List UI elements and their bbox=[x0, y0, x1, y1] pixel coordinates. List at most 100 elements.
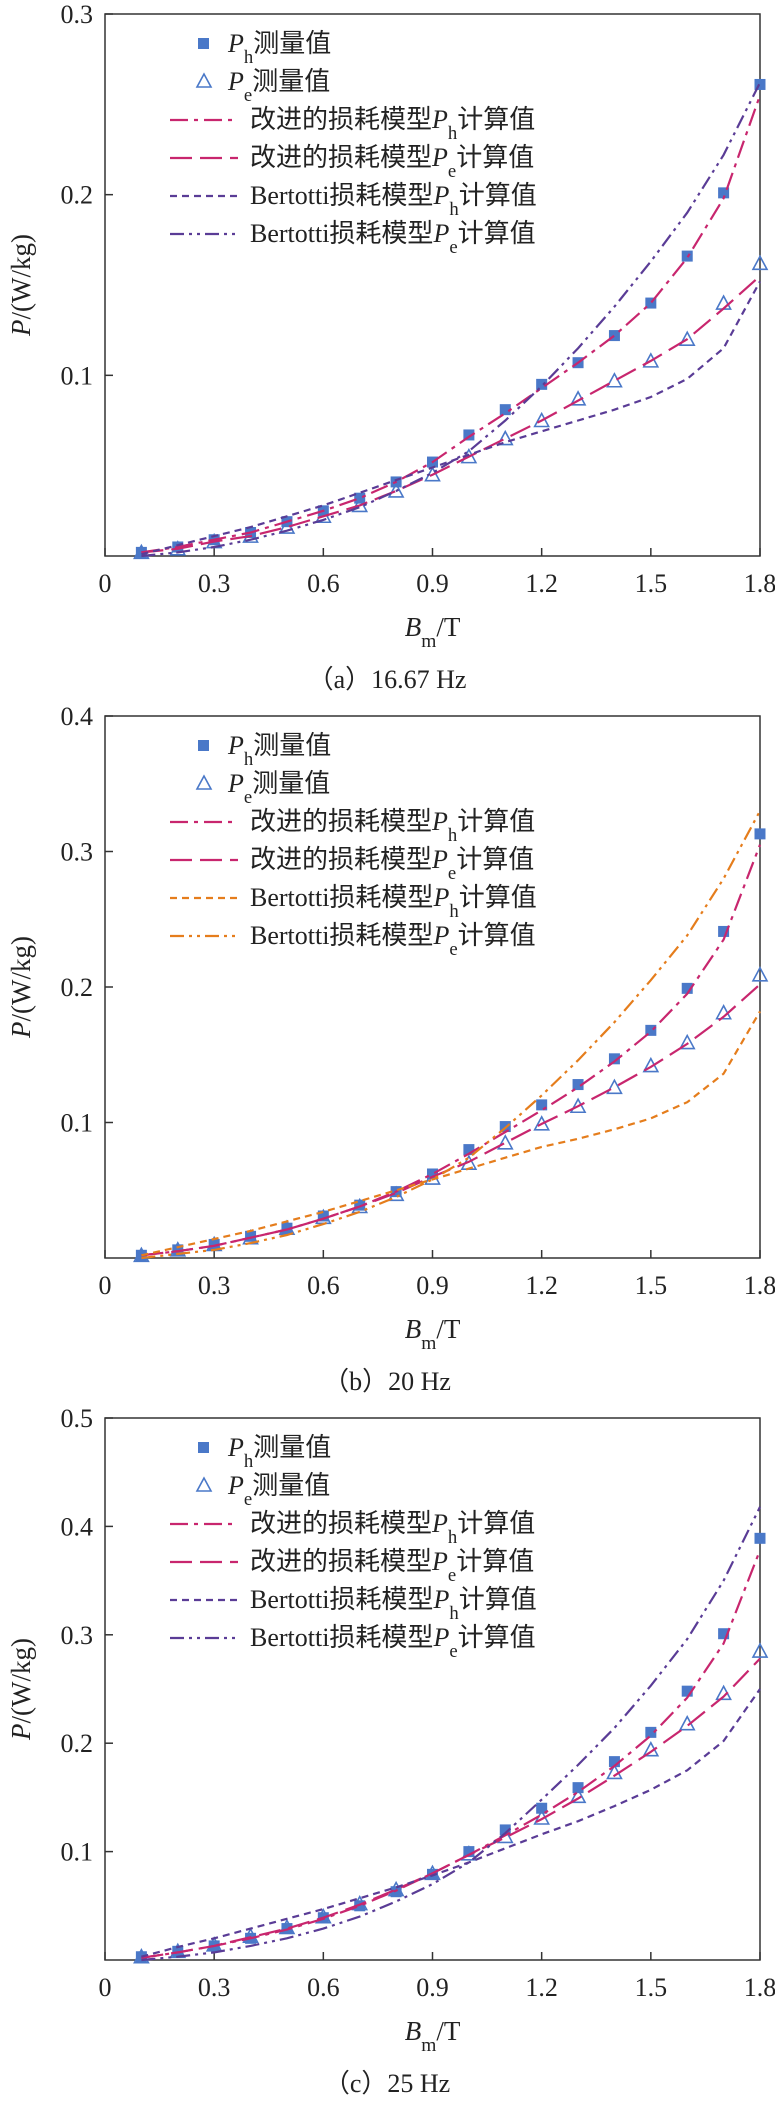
data-point-square bbox=[427, 1168, 438, 1180]
legend-swatch bbox=[195, 1476, 213, 1492]
legend-label-main: P bbox=[432, 219, 449, 248]
y-tick-label: 0.3 bbox=[61, 0, 94, 29]
legend-entry: Pe测量值 bbox=[195, 769, 330, 808]
x-axis-label-main: B bbox=[405, 612, 422, 642]
legend-label-main: P bbox=[431, 807, 448, 836]
legend-entry: 改进的损耗模型Pe计算值 bbox=[170, 143, 534, 182]
series-5 bbox=[141, 82, 761, 558]
legend-label-main: P bbox=[227, 769, 244, 798]
x-axis-label-unit: /T bbox=[436, 1314, 461, 1344]
legend-label-rest: 计算值 bbox=[456, 143, 534, 172]
x-tick-label: 1.8 bbox=[744, 1973, 775, 2002]
legend-label-sub: h bbox=[244, 749, 254, 770]
x-tick-label: 0.6 bbox=[307, 569, 340, 598]
x-tick-label: 1.2 bbox=[525, 1271, 558, 1300]
y-tick-label: 0.1 bbox=[61, 1838, 94, 1867]
data-point-square bbox=[208, 1238, 220, 1250]
series-line bbox=[141, 94, 762, 554]
series-line bbox=[141, 1506, 761, 1962]
legend-label: 改进的损耗模型Ph计算值 bbox=[250, 807, 535, 846]
data-point-square bbox=[608, 330, 620, 342]
legend-label-sub: h bbox=[244, 47, 254, 68]
legend-label-main: P bbox=[432, 883, 449, 912]
series-3 bbox=[141, 983, 761, 1257]
legend-label-pre: Bertotti损耗模型 bbox=[250, 921, 433, 950]
series-2 bbox=[141, 94, 762, 554]
legend-label-main: P bbox=[432, 921, 449, 950]
legend-label: Bertotti损耗模型Ph计算值 bbox=[250, 883, 537, 922]
legend-label-rest: 计算值 bbox=[457, 807, 535, 836]
data-point-square bbox=[718, 925, 730, 937]
legend-label: 改进的损耗模型Ph计算值 bbox=[250, 105, 535, 144]
x-axis-label-unit: /T bbox=[436, 612, 461, 642]
x-tick-label: 0 bbox=[99, 569, 112, 598]
data-point-square bbox=[681, 982, 693, 994]
x-tick-label: 1.5 bbox=[635, 1271, 668, 1300]
data-point-square bbox=[463, 1846, 475, 1858]
chart-panel-a: 0 0.3 0.6 0.9 1.2 1.5 1.8 0.1 0.2 0.3 Bm/T P/(W/kg)… bbox=[0, 0, 775, 702]
data-point-square bbox=[608, 1053, 620, 1065]
legend-label-sub: h bbox=[448, 1527, 458, 1548]
legend-label-sub: e bbox=[449, 939, 457, 960]
legend-label-rest: 计算值 bbox=[456, 845, 534, 874]
legend-label-pre: 改进的损耗模型 bbox=[250, 1547, 432, 1576]
legend-swatch bbox=[198, 740, 209, 751]
legend-entry: Bertotti损耗模型Ph计算值 bbox=[170, 1585, 537, 1624]
legend-label: Bertotti损耗模型Pe计算值 bbox=[250, 1623, 536, 1662]
legend-label-rest: 计算值 bbox=[456, 1547, 534, 1576]
x-axis-label: Bm/T bbox=[405, 612, 461, 652]
legend-label-rest: 测量值 bbox=[253, 731, 331, 760]
x-axis-label-unit: /T bbox=[436, 2016, 461, 2046]
data-point-triangle bbox=[606, 1078, 623, 1095]
data-point-square bbox=[317, 1210, 329, 1222]
series-0 bbox=[135, 828, 766, 1261]
series-line bbox=[141, 1688, 761, 1958]
legend-label: 改进的损耗模型Pe计算值 bbox=[250, 845, 534, 884]
legend-label-pre: Bertotti损耗模型 bbox=[250, 219, 433, 248]
x-axis-label-sub: m bbox=[421, 1333, 436, 1354]
legend-label-sub: e bbox=[244, 1489, 252, 1510]
legend-label-main: P bbox=[432, 1585, 449, 1614]
y-axis-label: P/(W/kg) bbox=[6, 1638, 36, 1741]
legend-label: 改进的损耗模型Pe计算值 bbox=[250, 143, 534, 182]
data-point-triangle bbox=[496, 1134, 514, 1150]
legend-swatch bbox=[198, 1442, 209, 1453]
data-point-triangle bbox=[242, 1927, 259, 1943]
legend-label-main: P bbox=[431, 1547, 448, 1576]
x-tick-label: 0.6 bbox=[307, 1973, 340, 2002]
data-point-triangle bbox=[642, 352, 660, 368]
legend-swatch bbox=[198, 38, 209, 49]
data-point-square bbox=[172, 1244, 184, 1256]
x-tick-label: 1.8 bbox=[744, 569, 775, 598]
data-point-square bbox=[645, 297, 657, 309]
x-axis-label-main: B bbox=[405, 2016, 422, 2046]
legend-label-rest: 测量值 bbox=[252, 1471, 330, 1500]
chart-a-svg: 0 0.3 0.6 0.9 1.2 1.5 1.80.10.20.3Bm/TP/(W/kg)… bbox=[6, 0, 775, 694]
legend-label-pre: 改进的损耗模型 bbox=[250, 1509, 432, 1538]
chart-panel-b: 0 0.3 0.6 0.9 1.2 1.5 1.8 0.1 0.2 0.3 0.4 Bm/T P/(W/… bbox=[0, 702, 775, 1404]
y-tick-label: 0.2 bbox=[61, 181, 94, 210]
data-point-square bbox=[499, 404, 511, 416]
legend-entry: 改进的损耗模型Ph计算值 bbox=[170, 105, 535, 144]
series-line bbox=[141, 275, 761, 554]
legend-entry: Bertotti损耗模型Pe计算值 bbox=[170, 921, 536, 960]
legend-label-pre: Bertotti损耗模型 bbox=[250, 181, 433, 210]
legend-label-rest: 计算值 bbox=[459, 181, 537, 210]
data-point-triangle bbox=[569, 1097, 587, 1114]
legend-label-sub: e bbox=[449, 1641, 457, 1662]
data-point-square bbox=[135, 1249, 147, 1261]
x-tick-label: 0.9 bbox=[416, 569, 449, 598]
x-axis-label-sub: m bbox=[421, 2035, 436, 2056]
series-line bbox=[141, 1010, 761, 1257]
legend-label-pre: 改进的损耗模型 bbox=[250, 105, 432, 134]
legend-label-rest: 计算值 bbox=[459, 883, 537, 912]
data-point-square bbox=[718, 187, 730, 199]
y-tick-label: 0.2 bbox=[61, 973, 94, 1002]
series-line bbox=[141, 983, 761, 1257]
data-point-square bbox=[645, 1726, 657, 1738]
legend-label-rest: 测量值 bbox=[253, 29, 331, 58]
x-tick-label: 0.9 bbox=[416, 1973, 449, 2002]
series-4 bbox=[141, 280, 761, 556]
legend-entry: 改进的损耗模型Ph计算值 bbox=[170, 807, 535, 846]
legend-entry: Pe测量值 bbox=[195, 1471, 330, 1510]
